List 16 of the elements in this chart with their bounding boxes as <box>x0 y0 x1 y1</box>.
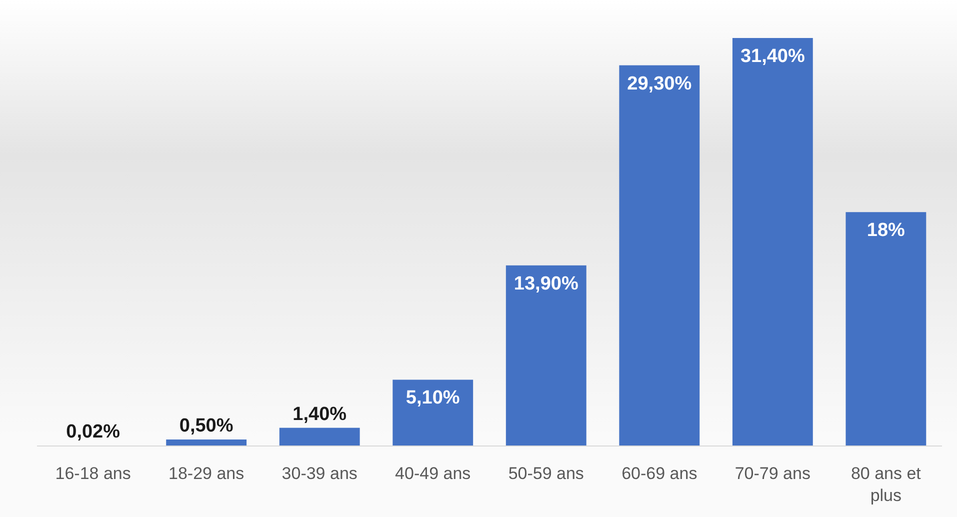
x-tick-label: 50-59 ans <box>508 464 584 483</box>
data-label: 18% <box>866 220 906 242</box>
data-label: 29,30% <box>627 73 692 94</box>
x-tick-label: 70-79 ans <box>734 464 810 483</box>
data-label: 1,40% <box>292 404 347 425</box>
data-label: 13,90% <box>514 273 578 294</box>
x-tick-label: 60-69 ans <box>622 464 698 483</box>
x-tick-label: 40-49 ans <box>395 464 471 483</box>
x-tick-label: 16-18 ans <box>55 464 131 483</box>
data-label: 5,10% <box>406 388 460 409</box>
data-label: 31,40% <box>740 46 805 67</box>
data-label: 0,02% <box>66 422 120 443</box>
x-tick-label: 30-39 ans <box>282 464 358 483</box>
x-tick-label: 80 ans et plus <box>850 464 922 505</box>
data-label: 0,50% <box>179 416 234 437</box>
x-tick-label: 18-29 ans <box>168 464 244 483</box>
